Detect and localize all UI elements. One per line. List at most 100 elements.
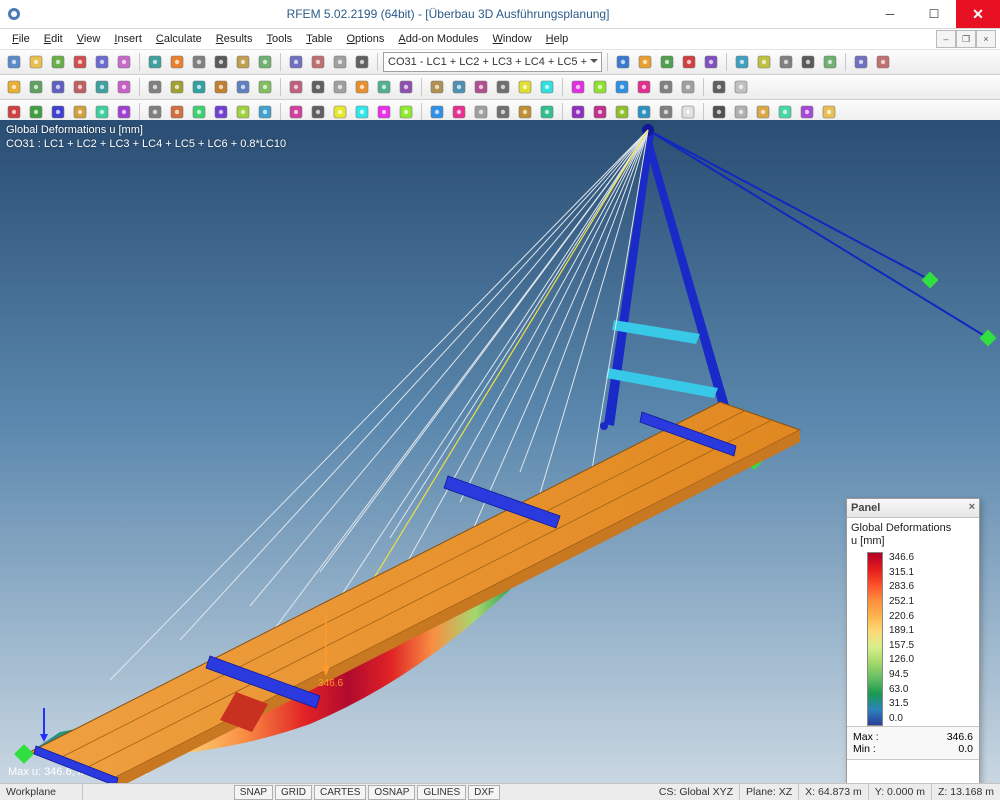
toolbar-button[interactable] [286, 102, 306, 122]
toolbar-button[interactable] [515, 102, 535, 122]
toolbar-button[interactable] [537, 102, 557, 122]
toolbar-button[interactable] [330, 102, 350, 122]
menu-help[interactable]: Help [540, 31, 575, 47]
toolbar-button[interactable] [656, 102, 676, 122]
mdi-close-button[interactable]: × [976, 30, 996, 48]
toolbar-button[interactable] [286, 52, 306, 72]
menu-results[interactable]: Results [210, 31, 259, 47]
toolbar-button[interactable] [701, 52, 721, 72]
toolbar-button[interactable] [189, 77, 209, 97]
toolbar-button[interactable] [634, 77, 654, 97]
toolbar-button[interactable] [493, 102, 513, 122]
toolbar-button[interactable] [754, 52, 774, 72]
toolbar-button[interactable] [493, 77, 513, 97]
toolbar-button[interactable] [48, 102, 68, 122]
maximize-button[interactable]: ☐ [912, 0, 956, 28]
toolbar-button[interactable] [776, 52, 796, 72]
toolbar-button[interactable] [167, 77, 187, 97]
toolbar-button[interactable] [189, 102, 209, 122]
toolbar-button[interactable] [114, 52, 134, 72]
menu-insert[interactable]: Insert [108, 31, 148, 47]
toolbar-button[interactable] [92, 52, 112, 72]
toolbar-button[interactable] [352, 52, 372, 72]
toolbar-button[interactable] [775, 102, 795, 122]
toolbar-button[interactable] [679, 52, 699, 72]
menu-edit[interactable]: Edit [38, 31, 69, 47]
toolbar-button[interactable] [635, 52, 655, 72]
toolbar-button[interactable] [798, 52, 818, 72]
toolbar-button[interactable] [114, 102, 134, 122]
menu-tools[interactable]: Tools [260, 31, 298, 47]
toolbar-button[interactable] [396, 102, 416, 122]
toolbar-button[interactable] [590, 102, 610, 122]
toolbar-button[interactable] [374, 77, 394, 97]
toolbar-button[interactable] [613, 52, 633, 72]
toolbar-button[interactable] [70, 102, 90, 122]
toolbar-button[interactable] [819, 102, 839, 122]
toolbar-button[interactable] [145, 52, 165, 72]
toolbar-button[interactable] [26, 52, 46, 72]
viewport-3d[interactable]: Global Deformations u [mm] CO31 : LC1 + … [0, 120, 1000, 784]
toolbar-button[interactable] [255, 102, 275, 122]
menu-calculate[interactable]: Calculate [150, 31, 208, 47]
status-toggle-osnap[interactable]: OSNAP [368, 785, 415, 800]
toolbar-button[interactable] [233, 102, 253, 122]
toolbar-button[interactable] [753, 102, 773, 122]
menu-table[interactable]: Table [300, 31, 338, 47]
toolbar-button[interactable] [709, 102, 729, 122]
status-toggle-dxf[interactable]: DXF [468, 785, 500, 800]
toolbar-button[interactable] [308, 77, 328, 97]
toolbar-button[interactable] [797, 102, 817, 122]
status-toggle-glines[interactable]: GLINES [417, 785, 466, 800]
toolbar-button[interactable] [26, 77, 46, 97]
toolbar-button[interactable] [656, 77, 676, 97]
mdi-minimize-button[interactable]: – [936, 30, 956, 48]
menu-file[interactable]: File [6, 31, 36, 47]
toolbar-button[interactable] [286, 77, 306, 97]
status-toggle-grid[interactable]: GRID [275, 785, 312, 800]
toolbar-button[interactable] [255, 52, 275, 72]
menu-options[interactable]: Options [340, 31, 390, 47]
toolbar-button[interactable] [233, 77, 253, 97]
status-toggle-snap[interactable]: SNAP [234, 785, 273, 800]
menu-window[interactable]: Window [487, 31, 538, 47]
menu-view[interactable]: View [71, 31, 107, 47]
toolbar-button[interactable] [4, 102, 24, 122]
toolbar-button[interactable] [114, 77, 134, 97]
status-toggle-cartes[interactable]: CARTES [314, 785, 366, 800]
toolbar-button[interactable] [471, 77, 491, 97]
toolbar-button[interactable] [396, 77, 416, 97]
close-button[interactable]: ✕ [956, 0, 1000, 28]
menu-add-on-modules[interactable]: Add-on Modules [392, 31, 484, 47]
toolbar-button[interactable] [4, 77, 24, 97]
mdi-restore-button[interactable]: ❐ [956, 30, 976, 48]
toolbar-button[interactable] [70, 52, 90, 72]
toolbar-button[interactable] [471, 102, 491, 122]
toolbar-button[interactable] [515, 77, 535, 97]
toolbar-button[interactable] [537, 77, 557, 97]
toolbar-button[interactable] [352, 102, 372, 122]
toolbar-button[interactable] [211, 52, 231, 72]
toolbar-button[interactable] [211, 77, 231, 97]
toolbar-button[interactable] [145, 77, 165, 97]
panel-titlebar[interactable]: Panel × [847, 499, 979, 518]
toolbar-button[interactable] [26, 102, 46, 122]
toolbar-button[interactable] [449, 102, 469, 122]
toolbar-button[interactable] [678, 77, 698, 97]
toolbar-button[interactable] [427, 77, 447, 97]
toolbar-button[interactable] [167, 52, 187, 72]
toolbar-button[interactable] [189, 52, 209, 72]
panel-close-icon[interactable]: × [969, 501, 975, 513]
toolbar-button[interactable] [568, 102, 588, 122]
toolbar-button[interactable] [4, 52, 24, 72]
toolbar-button[interactable] [330, 52, 350, 72]
toolbar-button[interactable] [145, 102, 165, 122]
toolbar-button[interactable] [873, 52, 893, 72]
toolbar-button[interactable] [330, 77, 350, 97]
toolbar-button[interactable] [731, 102, 751, 122]
toolbar-button[interactable] [820, 52, 840, 72]
results-panel[interactable]: Panel × Global Deformations u [mm] 346.6… [846, 498, 980, 784]
toolbar-button[interactable] [92, 77, 112, 97]
toolbar-button[interactable] [374, 102, 394, 122]
toolbar-button[interactable] [167, 102, 187, 122]
